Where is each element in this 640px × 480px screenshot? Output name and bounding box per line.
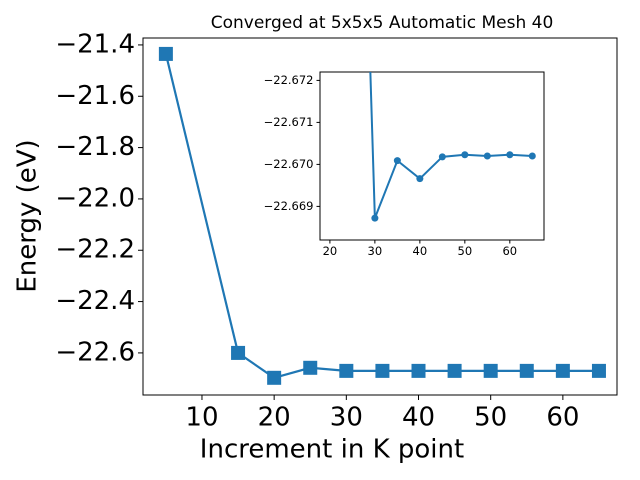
marker: [411, 363, 426, 378]
marker: [438, 153, 446, 161]
marker: [447, 363, 462, 378]
y-tick-label: −22.672: [264, 73, 314, 87]
y-tick-label: −22.2: [55, 235, 135, 265]
marker: [267, 370, 282, 385]
marker: [461, 151, 469, 159]
marker: [158, 46, 173, 61]
x-axis-label: Increment in K point: [200, 435, 464, 465]
marker: [519, 363, 534, 378]
y-tick-label: −22.4: [55, 286, 135, 316]
y-tick-label: −22.671: [264, 115, 314, 129]
marker: [555, 363, 570, 378]
x-tick-label: 20: [258, 403, 291, 433]
y-tick-label: −21.4: [55, 29, 135, 59]
x-tick-label: 50: [458, 244, 473, 258]
marker: [303, 360, 318, 375]
marker: [416, 175, 424, 183]
x-tick-label: 20: [323, 244, 338, 258]
marker: [339, 363, 354, 378]
x-tick-label: 30: [330, 403, 363, 433]
x-tick-label: 60: [502, 244, 517, 258]
marker: [231, 345, 246, 360]
y-axis-label: Energy (eV): [13, 139, 43, 292]
x-tick-label: 30: [368, 244, 383, 258]
marker: [371, 214, 379, 222]
x-tick-label: 10: [185, 403, 218, 433]
marker: [393, 157, 401, 165]
y-tick-label: −22.670: [264, 157, 314, 171]
marker: [591, 363, 606, 378]
marker: [483, 152, 491, 160]
marker: [506, 151, 514, 159]
marker: [483, 363, 498, 378]
x-tick-label: 60: [546, 403, 579, 433]
x-tick-label: 50: [474, 403, 507, 433]
marker: [375, 363, 390, 378]
marker: [528, 152, 536, 160]
y-tick-label: −21.8: [55, 132, 135, 162]
y-tick-label: −21.6: [55, 81, 135, 111]
y-tick-label: −22.0: [55, 183, 135, 213]
plot-area: [369, 72, 536, 222]
chart-title: Converged at 5x5x5 Automatic Mesh 40: [211, 13, 554, 33]
plot-area: [158, 46, 606, 385]
y-tick-label: −22.669: [264, 199, 314, 213]
x-tick-label: 40: [402, 403, 435, 433]
y-tick-label: −22.6: [55, 337, 135, 367]
x-tick-label: 40: [413, 244, 428, 258]
